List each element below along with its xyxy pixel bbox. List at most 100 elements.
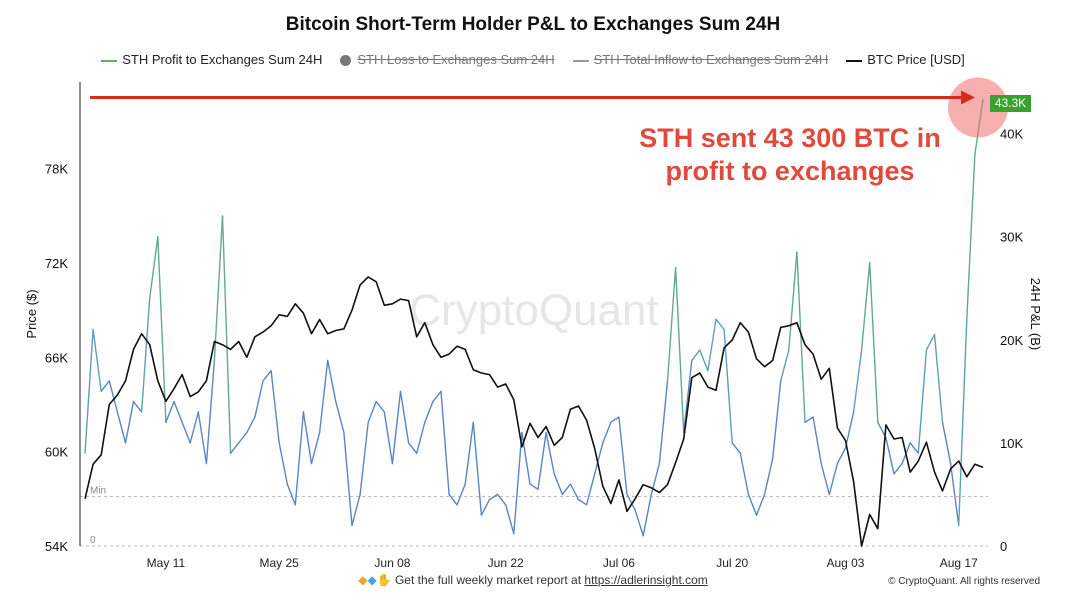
profit-segment-76	[699, 349, 709, 372]
footer-note-text: Get the full weekly market report at	[394, 573, 585, 587]
profit-segment-67	[626, 493, 636, 511]
profit-segment-77	[707, 318, 717, 372]
profit-segment-66	[618, 416, 628, 496]
chart-title: Bitcoin Short-Term Holder P&L to Exchang…	[285, 14, 781, 35]
profit-segment-20	[246, 416, 256, 434]
legend-swatch-0	[101, 59, 118, 62]
profit-segment-72	[666, 266, 677, 382]
profit-segment-25	[286, 483, 296, 506]
profit-segment-65	[610, 416, 620, 423]
profit-segment-18	[229, 442, 240, 454]
profit-segment-96	[860, 261, 871, 351]
profit-segment-109	[966, 153, 976, 320]
profit-segment-58	[553, 473, 563, 496]
profit-segment-84	[763, 457, 774, 496]
profit-segment-41	[416, 421, 426, 454]
reference-label-0: Min	[90, 486, 106, 497]
profit-segment-24	[278, 442, 288, 485]
profit-segment-63	[594, 442, 604, 475]
watermark: CryptoQuant	[409, 286, 658, 335]
profit-segment-89	[804, 416, 814, 423]
profit-segment-16	[213, 215, 224, 362]
profit-segment-74	[683, 359, 693, 434]
profit-segment-14	[197, 411, 208, 465]
y-left-tick-3: 72K	[45, 256, 68, 271]
profit-segment-49	[480, 498, 491, 516]
x-tick-5: Jul 20	[716, 556, 748, 570]
profit-segment-71	[658, 380, 669, 465]
profit-segment-107	[949, 462, 960, 527]
profit-segment-100	[893, 462, 903, 475]
profit-segment-29	[318, 359, 329, 434]
profit-segment-80	[731, 442, 741, 454]
profit-segment-3	[108, 380, 119, 413]
profit-segment-10	[165, 400, 175, 423]
profit-segment-94	[844, 411, 855, 449]
gem-icon: ◆	[367, 573, 377, 587]
profit-segment-45	[448, 493, 458, 506]
profit-segment-1	[92, 328, 102, 392]
profit-segment-79	[723, 328, 733, 444]
profit-segment-102	[909, 442, 919, 454]
profit-segment-9	[157, 235, 167, 423]
profit-segment-22	[262, 370, 272, 382]
profit-segment-36	[375, 400, 385, 413]
y-right-label: 24H P&L (B)	[1028, 278, 1043, 351]
profit-segment-92	[828, 462, 839, 496]
profit-segment-103	[917, 349, 928, 454]
legend-item-3[interactable]: BTC Price [USD]	[846, 52, 965, 67]
profit-segment-51	[496, 493, 507, 506]
profit-segment-104	[925, 333, 936, 351]
price-line	[84, 276, 984, 547]
profit-segment-43	[432, 390, 442, 403]
profit-segment-82	[747, 493, 758, 516]
profit-segment-11	[173, 400, 183, 423]
profit-segment-55	[529, 483, 539, 490]
legend-item-1[interactable]: STH Loss to Exchanges Sum 24H	[340, 52, 555, 68]
profit-segment-86	[780, 349, 790, 382]
x-tick-7: Aug 17	[940, 556, 978, 570]
profit-segment-75	[691, 349, 701, 362]
profit-segment-48	[472, 421, 483, 516]
profit-segment-91	[820, 462, 830, 496]
profit-segment-61	[577, 498, 588, 506]
y-right-tick-3: 30K	[1000, 230, 1023, 245]
y-right-tick-4: 40K	[1000, 127, 1023, 142]
profit-segment-88	[796, 251, 806, 423]
profit-segment-15	[205, 359, 216, 465]
y-left-label: Price ($)	[24, 289, 39, 338]
x-tick-3: Jun 22	[488, 556, 524, 570]
report-link[interactable]: https://adlerinsight.com	[584, 573, 708, 587]
footer-note: ◆◆✋ Get the full weekly market report at…	[0, 573, 1066, 587]
reference-label-1: 0	[90, 535, 96, 546]
legend-label-0: STH Profit to Exchanges Sum 24H	[122, 52, 323, 68]
profit-segment-54	[521, 431, 531, 485]
profit-segment-78	[715, 318, 725, 331]
legend-item-0[interactable]: STH Profit to Exchanges Sum 24H	[101, 52, 322, 67]
last-value-badge: 43.3K	[990, 95, 1031, 112]
profit-segment-52	[505, 504, 515, 535]
profit-segment-50	[488, 493, 499, 501]
raised-hands-icon: ✋	[376, 573, 392, 587]
profit-segment-27	[302, 411, 313, 465]
profit-segment-31	[335, 400, 345, 434]
legend-label-1: STH Loss to Exchanges Sum 24H	[357, 52, 555, 68]
profit-segment-2	[100, 380, 111, 392]
profit-segment-47	[464, 421, 474, 485]
legend-item-2[interactable]: STH Total Inflow to Exchanges Sum 24H	[572, 52, 828, 67]
x-tick-2: Jun 08	[374, 556, 410, 570]
x-tick-6: Aug 03	[826, 556, 864, 570]
profit-segment-12	[181, 421, 191, 444]
y-left-tick-2: 66K	[45, 350, 68, 365]
profit-segment-46	[456, 483, 466, 506]
profit-segment-0	[84, 328, 94, 454]
profit-segment-57	[545, 431, 555, 475]
profit-segment-35	[367, 400, 377, 423]
profit-segment-28	[310, 431, 321, 465]
profit-segment-44	[440, 390, 450, 496]
profit-segment-4	[116, 411, 127, 444]
chart-annotation: STH sent 43 300 BTC in profit to exchang…	[639, 123, 941, 186]
diamond-icon: ◆	[358, 573, 368, 587]
profit-segment-32	[343, 431, 353, 527]
